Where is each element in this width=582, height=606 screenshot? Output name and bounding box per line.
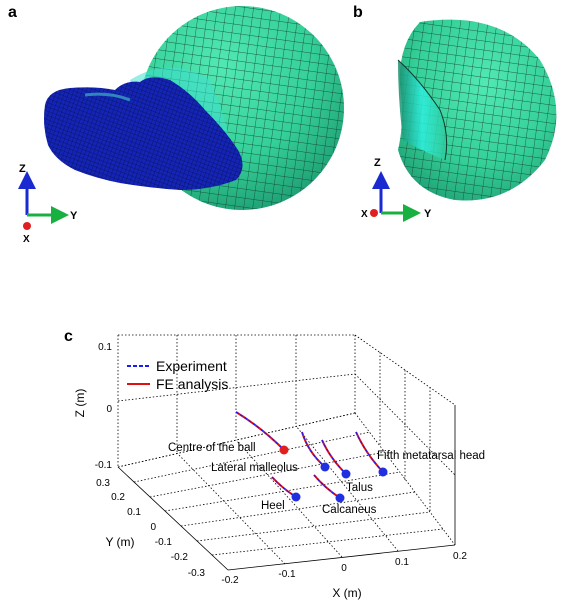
panel-letter-b: b (353, 4, 363, 21)
marker-label-heel: Heel (261, 500, 285, 512)
marker-talus (341, 469, 351, 479)
panel-b-image (397, 19, 557, 201)
marker-lateral-malleolus (320, 462, 330, 472)
panel-letter-a: a (8, 4, 17, 21)
triad-b-y: Y (424, 208, 432, 220)
y-tick: 0.1 (127, 507, 141, 518)
z-tick: -0.1 (95, 460, 113, 471)
y-tick: 0 (150, 522, 156, 533)
axis-triad-a: Z Y X (18, 163, 78, 245)
marker-label-fifth-metatarsal-head: Fifth metatarsal head (377, 450, 485, 462)
panel-a-image (44, 6, 344, 210)
marker-label-lateral-malleolus: Lateral malleolus (211, 462, 298, 474)
legend-entry-fe: FE analysis (156, 376, 228, 392)
marker-fifth-metatarsal-head (378, 467, 388, 477)
triad-b-x: X (361, 209, 368, 220)
y-tick: 0.3 (96, 478, 110, 489)
marker-label-calcaneus: Calcaneus (322, 504, 377, 516)
y-axis-label: Y (m) (105, 535, 134, 549)
marker-label-centre-of-the-ball: Centre of the ball (168, 442, 256, 454)
y-axis: 0.3 0.2 0.1 0 -0.1 -0.2 -0.3 Y (m) (96, 478, 205, 579)
legend: Experiment FE analysis (127, 358, 228, 392)
z-tick: 0 (106, 404, 112, 415)
triad-a-z: Z (19, 163, 26, 175)
x-tick: -0.1 (278, 569, 296, 580)
x-axis-dot-b (370, 209, 378, 217)
triad-a-y: Y (70, 210, 78, 222)
marker-labels: Centre of the ball Lateral malleolus Tal… (168, 442, 485, 516)
legend-entry-experiment: Experiment (156, 358, 227, 374)
z-axis: 0.1 0 -0.1 Z (m) (73, 342, 112, 471)
indentation-b (398, 60, 447, 160)
x-tick: 0 (341, 563, 347, 574)
trajectory-calcaneus (313, 474, 341, 499)
x-tick: 0.2 (453, 551, 467, 562)
marker-heel (291, 492, 301, 502)
axis-triad-b: Z Y X (361, 157, 432, 222)
x-tick: -0.2 (221, 575, 239, 586)
y-tick: -0.2 (171, 552, 189, 563)
x-axis-label: X (m) (332, 586, 361, 600)
marker-label-talus: Talus (346, 482, 373, 494)
trajectory-lateral-malleolus (301, 431, 326, 468)
z-tick: 0.1 (98, 342, 112, 353)
markers (279, 445, 388, 503)
y-tick: 0.2 (111, 492, 125, 503)
y-tick: -0.1 (155, 537, 173, 548)
x-axis: -0.2 -0.1 0 0.1 0.2 X (m) (221, 551, 467, 600)
marker-calcaneus (335, 493, 345, 503)
panel-letter-c: c (64, 328, 73, 345)
triad-b-z: Z (374, 157, 381, 169)
x-tick: 0.1 (395, 557, 409, 568)
y-tick: -0.3 (188, 568, 206, 579)
marker-centre-of-the-ball (279, 445, 289, 455)
triad-a-x: X (23, 234, 30, 245)
plot-box (117, 334, 456, 571)
x-axis-dot-a (23, 222, 31, 230)
z-axis-label: Z (m) (73, 389, 87, 418)
